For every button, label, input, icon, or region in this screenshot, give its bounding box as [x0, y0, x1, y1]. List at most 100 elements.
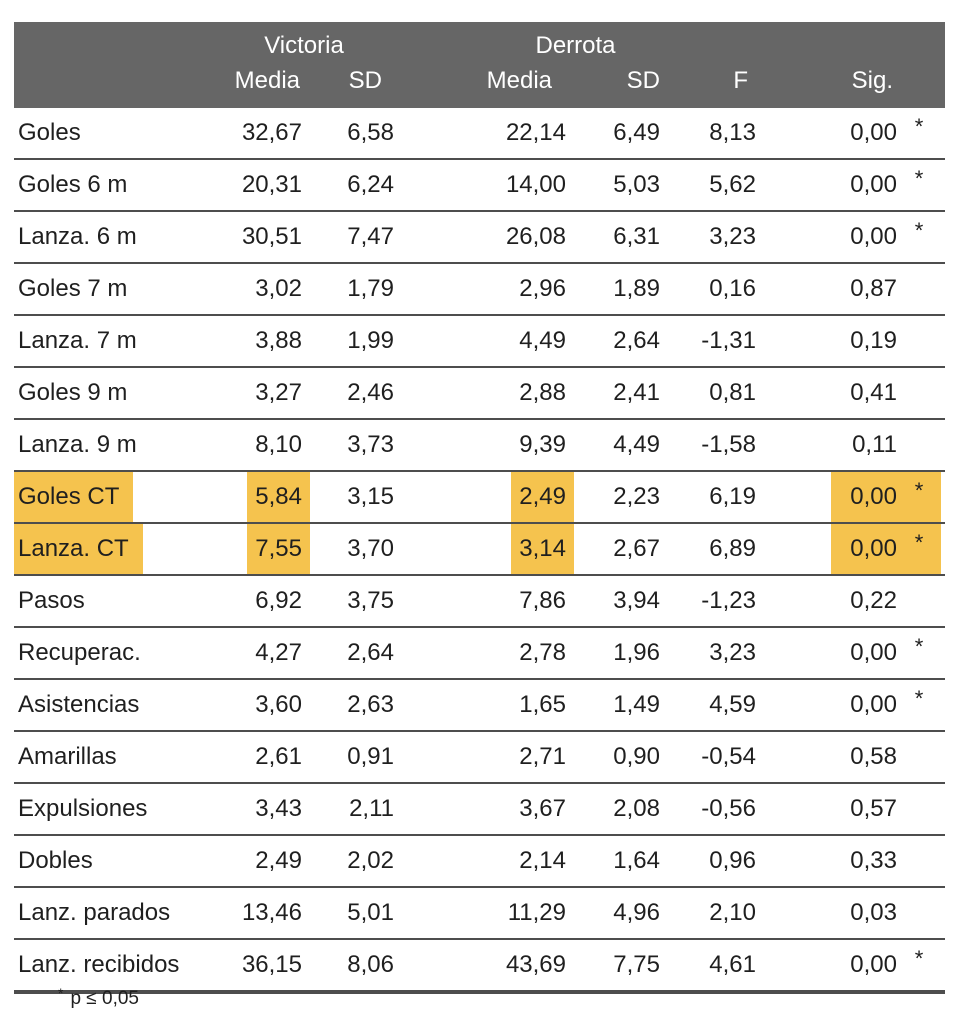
sig-group: 0,87	[841, 275, 941, 303]
cell-sd-derrota: 6,31	[570, 211, 664, 264]
row-label: Goles	[18, 119, 81, 146]
row-label: Lanz. parados	[18, 899, 171, 926]
value-sig: 0,00	[850, 483, 897, 510]
value-f: 4,59	[709, 691, 756, 718]
value-media-victoria: 3,02	[255, 275, 302, 302]
value-sd-victoria: 2,02	[347, 847, 394, 874]
significance-asterisk: *	[914, 686, 924, 711]
cell-f: 4,59	[664, 679, 764, 732]
value-media-victoria: 2,49	[255, 847, 302, 874]
header-empty-sig	[764, 22, 945, 63]
cell-media-victoria: 20,31	[210, 159, 306, 212]
cell-f: -0,54	[664, 731, 764, 784]
row-label-cell: Lanza. CT	[14, 523, 210, 576]
cell-f: 8,13	[664, 108, 764, 160]
value-sd-victoria: 2,64	[347, 639, 394, 666]
cell-sd-victoria: 6,24	[306, 159, 398, 212]
header-label-empty	[14, 63, 210, 108]
footnote-asterisk: *	[58, 985, 64, 1001]
cell-media-derrota: 9,39	[398, 419, 570, 472]
cell-sd-victoria: 7,47	[306, 211, 398, 264]
cell-media-victoria: 32,67	[210, 108, 306, 160]
value-sd-derrota: 2,67	[613, 535, 660, 562]
results-table: Victoria Derrota Media SD Media SD F Sig…	[14, 22, 945, 994]
table-row: Asistencias 3,60 2,63 1,65 1,49 4,59 0,0…	[14, 679, 945, 732]
value-media-derrota: 1,65	[519, 691, 566, 718]
cell-sd-derrota: 5,03	[570, 159, 664, 212]
cell-sd-derrota: 1,64	[570, 835, 664, 888]
value-sig: 0,11	[852, 431, 897, 458]
row-label-cell: Dobles	[14, 835, 210, 888]
value-media-derrota: 11,29	[507, 899, 566, 926]
value-media-derrota: 3,67	[519, 795, 566, 822]
value-f: 6,19	[709, 483, 756, 510]
cell-media-victoria: 3,88	[210, 315, 306, 368]
significance-asterisk: *	[914, 114, 924, 139]
cell-sd-victoria: 3,73	[306, 419, 398, 472]
table-row: Lanz. parados 13,46 5,01 11,29 4,96 2,10…	[14, 887, 945, 940]
cell-f: -1,58	[664, 419, 764, 472]
cell-sd-victoria: 1,99	[306, 315, 398, 368]
value-f: 0,16	[709, 275, 756, 302]
row-label-cell: Goles CT	[14, 471, 210, 524]
row-label: Pasos	[18, 587, 85, 614]
value-sd-victoria: 0,91	[347, 743, 394, 770]
table-row: Expulsiones 3,43 2,11 3,67 2,08 -0,56 0,…	[14, 783, 945, 836]
value-media-derrota: 26,08	[505, 223, 566, 250]
cell-media-derrota: 3,67	[398, 783, 570, 836]
sig-group: 0,00 *	[841, 946, 941, 979]
table-header: Victoria Derrota Media SD Media SD F Sig…	[14, 22, 945, 108]
value-sig: 0,57	[850, 795, 897, 822]
value-sd-victoria: 6,24	[347, 171, 394, 198]
value-f: 0,81	[709, 379, 756, 406]
cell-sd-derrota: 1,89	[570, 263, 664, 316]
value-sd-victoria: 2,11	[349, 795, 394, 822]
sig-group: 0,00 *	[831, 524, 941, 574]
row-label-cell: Goles 9 m	[14, 367, 210, 420]
value-sd-derrota: 2,23	[613, 483, 660, 510]
sig-group: 0,00 *	[841, 166, 941, 199]
value-sd-derrota: 4,49	[613, 431, 660, 458]
value-sig: 0,00	[850, 691, 897, 718]
sig-group: 0,00 *	[841, 686, 941, 719]
value-media-derrota: 7,86	[519, 587, 566, 614]
cell-sd-derrota: 2,67	[570, 523, 664, 576]
value-f: 4,61	[709, 951, 756, 978]
value-sd-derrota: 7,75	[613, 951, 660, 978]
row-label-cell: Goles 6 m	[14, 159, 210, 212]
sig-group: 0,00 *	[841, 114, 941, 147]
table-row: Dobles 2,49 2,02 2,14 1,64 0,96 0,33	[14, 835, 945, 888]
row-label: Lanza. 6 m	[18, 223, 137, 250]
cell-media-victoria: 3,27	[210, 367, 306, 420]
table-row: Goles CT 5,84 3,15 2,49 2,23 6,19 0,00 *	[14, 471, 945, 524]
value-sd-victoria: 2,46	[347, 379, 394, 406]
value-media-victoria: 6,92	[255, 587, 302, 614]
cell-media-derrota: 26,08	[398, 211, 570, 264]
value-media-derrota: 2,96	[519, 275, 566, 302]
cell-sd-derrota: 2,23	[570, 471, 664, 524]
value-sd-victoria: 3,73	[347, 431, 394, 458]
cell-f: -0,56	[664, 783, 764, 836]
table-row: Pasos 6,92 3,75 7,86 3,94 -1,23 0,22	[14, 575, 945, 628]
cell-sig: 0,00 *	[764, 471, 945, 524]
table-row: Lanza. 6 m 30,51 7,47 26,08 6,31 3,23 0,…	[14, 211, 945, 264]
significance-asterisk: *	[914, 166, 924, 191]
value-sd-victoria: 6,58	[347, 119, 394, 146]
row-label: Lanz. recibidos	[18, 951, 180, 978]
cell-sig: 0,00 *	[764, 679, 945, 732]
value-f: 6,89	[709, 535, 756, 562]
cell-media-victoria: 6,92	[210, 575, 306, 628]
cell-media-victoria: 30,51	[210, 211, 306, 264]
value-f: 5,62	[709, 171, 756, 198]
cell-media-victoria: 4,27	[210, 627, 306, 680]
value-sd-derrota: 5,03	[613, 171, 660, 198]
cell-media-victoria: 2,61	[210, 731, 306, 784]
cell-sd-derrota: 6,49	[570, 108, 664, 160]
row-label: Expulsiones	[18, 795, 148, 822]
table-row: Goles 9 m 3,27 2,46 2,88 2,41 0,81 0,41	[14, 367, 945, 420]
cell-sd-victoria: 2,64	[306, 627, 398, 680]
cell-media-derrota: 7,86	[398, 575, 570, 628]
value-f: 3,23	[709, 639, 756, 666]
value-sd-derrota: 1,89	[613, 275, 660, 302]
cell-sd-derrota: 7,75	[570, 939, 664, 994]
